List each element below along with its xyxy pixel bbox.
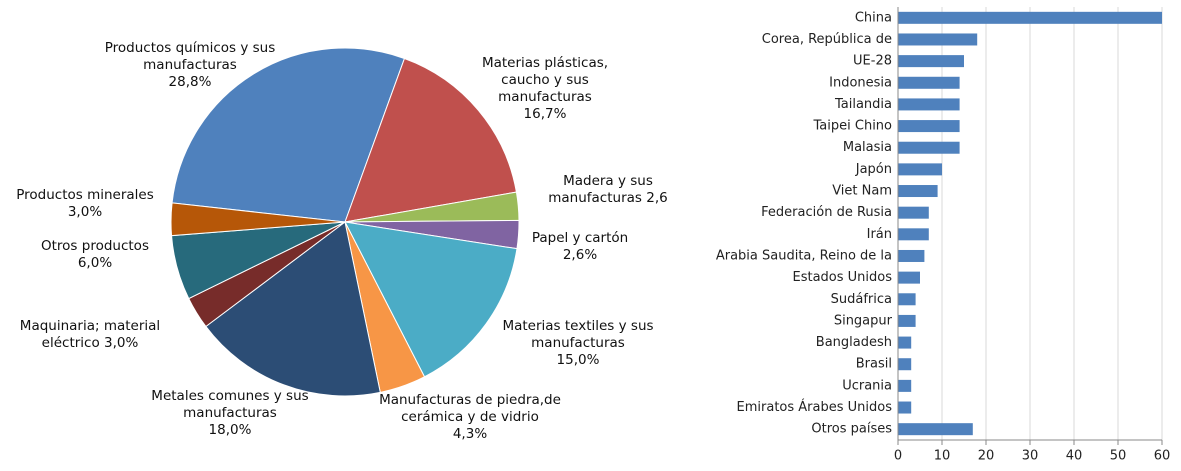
slice-label: Metales comunes y sus manufacturas 18,0% xyxy=(148,388,313,439)
x-tick-label: 20 xyxy=(978,449,995,464)
bar xyxy=(898,185,938,198)
slice-name: Madera y sus manufacturas xyxy=(548,173,653,206)
slice-value: 18,0% xyxy=(208,422,252,438)
y-tick-label: Arabia Saudita, Reino de la xyxy=(716,248,892,263)
slice-value: 2,6% xyxy=(562,247,598,263)
bar xyxy=(898,120,960,133)
y-tick-label: UE-28 xyxy=(853,54,892,69)
bar xyxy=(898,423,973,436)
bar xyxy=(898,249,925,262)
slice-value: 28,8% xyxy=(168,74,212,90)
y-tick-label: Viet Nam xyxy=(832,184,892,199)
slice-label: Madera y sus manufacturas 2,6 xyxy=(533,173,683,207)
bar xyxy=(898,33,978,46)
y-tick-label: Singapur xyxy=(834,313,893,328)
slice-label: Materias plásticas, caucho y sus manufac… xyxy=(465,55,625,123)
x-tick-label: 0 xyxy=(894,449,902,464)
bar xyxy=(898,141,960,154)
slice-label: Papel y cartón 2,6% xyxy=(510,230,650,264)
bar xyxy=(898,76,960,89)
x-tick-label: 50 xyxy=(1110,449,1127,464)
bar xyxy=(898,228,929,241)
bar xyxy=(898,314,916,327)
bar xyxy=(898,293,916,306)
x-tick-label: 10 xyxy=(934,449,951,464)
bar xyxy=(898,379,912,392)
x-tick-label: 40 xyxy=(1066,449,1083,464)
slice-value: 4,3% xyxy=(452,426,488,442)
slice-name: Productos minerales xyxy=(16,187,154,203)
y-tick-label: Taipei Chino xyxy=(813,119,893,134)
slice-value: 16,7% xyxy=(523,106,567,122)
y-tick-label: Malasia xyxy=(843,140,892,155)
y-tick-label: Estados Unidos xyxy=(792,270,892,285)
y-tick-label: Sudáfrica xyxy=(831,292,892,307)
x-tick-label: 60 xyxy=(1154,449,1171,464)
pie-slice xyxy=(344,57,517,223)
slice-value: 15,0% xyxy=(556,352,600,368)
bar xyxy=(898,163,942,176)
slice-label: Maquinaria; material eléctrico 3,0% xyxy=(3,318,178,352)
slice-value: 6,0% xyxy=(77,255,113,271)
slice-label: Materias textiles y sus manufacturas 15,0… xyxy=(491,318,666,369)
slice-name: Metales comunes y sus manufacturas xyxy=(151,388,309,421)
y-tick-label: Ucrania xyxy=(842,378,892,393)
y-tick-label: Emiratos Árabes Unidos xyxy=(737,399,893,415)
x-tick-label: 30 xyxy=(1022,449,1039,464)
bar xyxy=(898,55,964,68)
bar xyxy=(898,271,920,284)
y-tick-label: Federación de Rusia xyxy=(761,205,892,220)
slice-value: 3,0% xyxy=(104,335,139,351)
slice-name: Papel y cartón xyxy=(531,230,629,246)
y-tick-label: Irán xyxy=(867,227,892,242)
bar xyxy=(898,336,912,349)
slice-name: Productos químicos y sus manufacturas xyxy=(104,40,276,73)
y-tick-label: Japón xyxy=(855,162,892,177)
slice-label: Manufacturas de piedra,de cerámica y de … xyxy=(363,392,578,443)
slice-name: Manufacturas de piedra,de cerámica y de … xyxy=(379,392,561,425)
bar xyxy=(898,11,1162,24)
pie-slice xyxy=(205,221,381,397)
slice-name: Otros productos xyxy=(41,238,149,254)
bar xyxy=(898,98,960,111)
slice-name: Maquinaria; material eléctrico xyxy=(19,318,161,351)
pie-slice xyxy=(344,221,518,378)
slice-name: Materias plásticas, caucho y sus manufac… xyxy=(481,55,609,105)
y-tick-label: China xyxy=(855,10,892,25)
bar xyxy=(898,358,912,371)
slice-name: Materias textiles y sus manufacturas xyxy=(502,318,654,351)
y-tick-label: Corea, República de xyxy=(762,32,892,47)
y-tick-label: Otros países xyxy=(811,422,892,437)
pie-slice xyxy=(170,202,346,237)
bar xyxy=(898,401,912,414)
pie-slice xyxy=(171,47,406,223)
y-tick-label: Bangladesh xyxy=(816,335,892,350)
slice-value: 3,0% xyxy=(67,204,103,220)
slice-label: Productos minerales 3,0% xyxy=(0,187,170,221)
slice-label: Productos químicos y sus manufacturas 28,… xyxy=(65,40,315,91)
bars xyxy=(898,11,1162,436)
y-tick-label: Indonesia xyxy=(829,75,892,90)
y-tick-label: Brasil xyxy=(856,357,892,372)
y-tick-label: Tailandia xyxy=(834,97,892,112)
bar xyxy=(898,206,929,219)
slice-label: Otros productos 6,0% xyxy=(25,238,165,272)
slice-value: 2,6 xyxy=(646,190,668,206)
